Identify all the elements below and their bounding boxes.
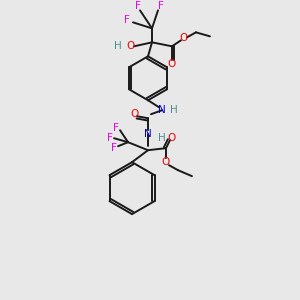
Text: H: H bbox=[158, 133, 166, 143]
Text: F: F bbox=[113, 123, 119, 133]
Text: F: F bbox=[107, 133, 113, 143]
Text: H: H bbox=[114, 41, 122, 51]
Text: O: O bbox=[162, 157, 170, 167]
Text: O: O bbox=[180, 33, 188, 43]
Text: F: F bbox=[135, 2, 141, 11]
Text: O: O bbox=[168, 133, 176, 143]
Text: O: O bbox=[126, 41, 134, 51]
Text: F: F bbox=[124, 15, 130, 26]
Text: F: F bbox=[158, 2, 164, 11]
Text: O: O bbox=[130, 109, 138, 119]
Text: H: H bbox=[170, 105, 178, 115]
Text: F: F bbox=[111, 143, 117, 153]
Text: N: N bbox=[158, 105, 166, 115]
Text: N: N bbox=[144, 129, 152, 139]
Text: O: O bbox=[168, 59, 176, 69]
